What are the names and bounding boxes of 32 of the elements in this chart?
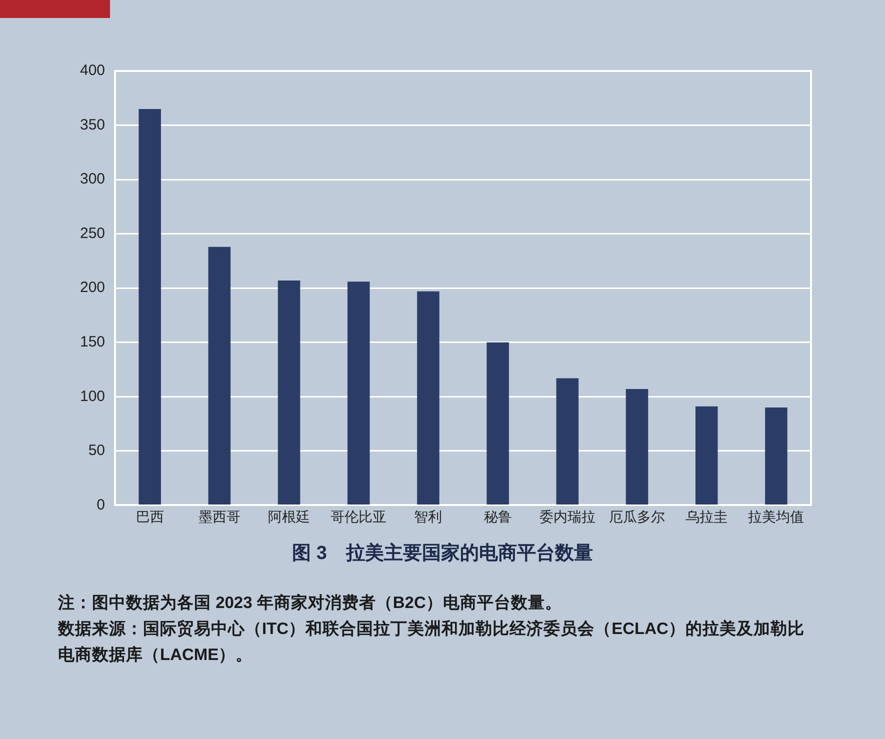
y-tick-label: 150 bbox=[80, 334, 106, 351]
bar bbox=[556, 378, 579, 504]
x-tick-label: 智利 bbox=[414, 508, 442, 524]
y-tick-label: 250 bbox=[80, 224, 106, 242]
text: 注：图中数据为各国 2023 年商家对消费者（B2C）电商平台数量。 bbox=[58, 592, 563, 614]
x-tick-label: 墨西哥 bbox=[198, 508, 240, 524]
y-tick-label: 100 bbox=[80, 388, 106, 405]
bar bbox=[486, 342, 509, 504]
source-note: 数据来源：国际贸易中心（ITC）和联合国拉丁美洲和加勒比经济委员会（ECLAC）的拉美及加勒比电商数据库（LACME）。 bbox=[58, 618, 806, 666]
x-tick-label: 委内瑞拉 bbox=[539, 508, 596, 524]
x-tick-label: 拉美均值 bbox=[748, 508, 804, 524]
x-tick-label: 哥伦比亚 bbox=[330, 508, 387, 524]
y-tick-label: 400 bbox=[80, 62, 106, 80]
bar bbox=[765, 408, 788, 504]
x-tick-label: 阿根廷 bbox=[268, 508, 310, 524]
x-tick-label: 巴西 bbox=[136, 508, 164, 524]
bar bbox=[138, 108, 161, 504]
y-tick-label: 200 bbox=[80, 279, 106, 296]
bar bbox=[208, 246, 231, 504]
y-tick-label: 350 bbox=[80, 116, 106, 134]
y-tick-label: 300 bbox=[80, 170, 106, 188]
text: 图 3 拉美主要国家的电商平台数量 bbox=[291, 541, 594, 566]
x-tick-label: 厄瓜多尔 bbox=[609, 508, 666, 524]
bar bbox=[417, 291, 440, 504]
bar bbox=[278, 280, 300, 504]
bar bbox=[626, 389, 648, 504]
x-tick-label: 乌拉圭 bbox=[686, 508, 728, 524]
x-tick-label: 秘鲁 bbox=[484, 508, 512, 524]
y-tick-label: 0 bbox=[96, 496, 106, 514]
bar bbox=[695, 406, 718, 504]
bar bbox=[347, 282, 370, 504]
y-tick-label: 50 bbox=[88, 442, 106, 460]
